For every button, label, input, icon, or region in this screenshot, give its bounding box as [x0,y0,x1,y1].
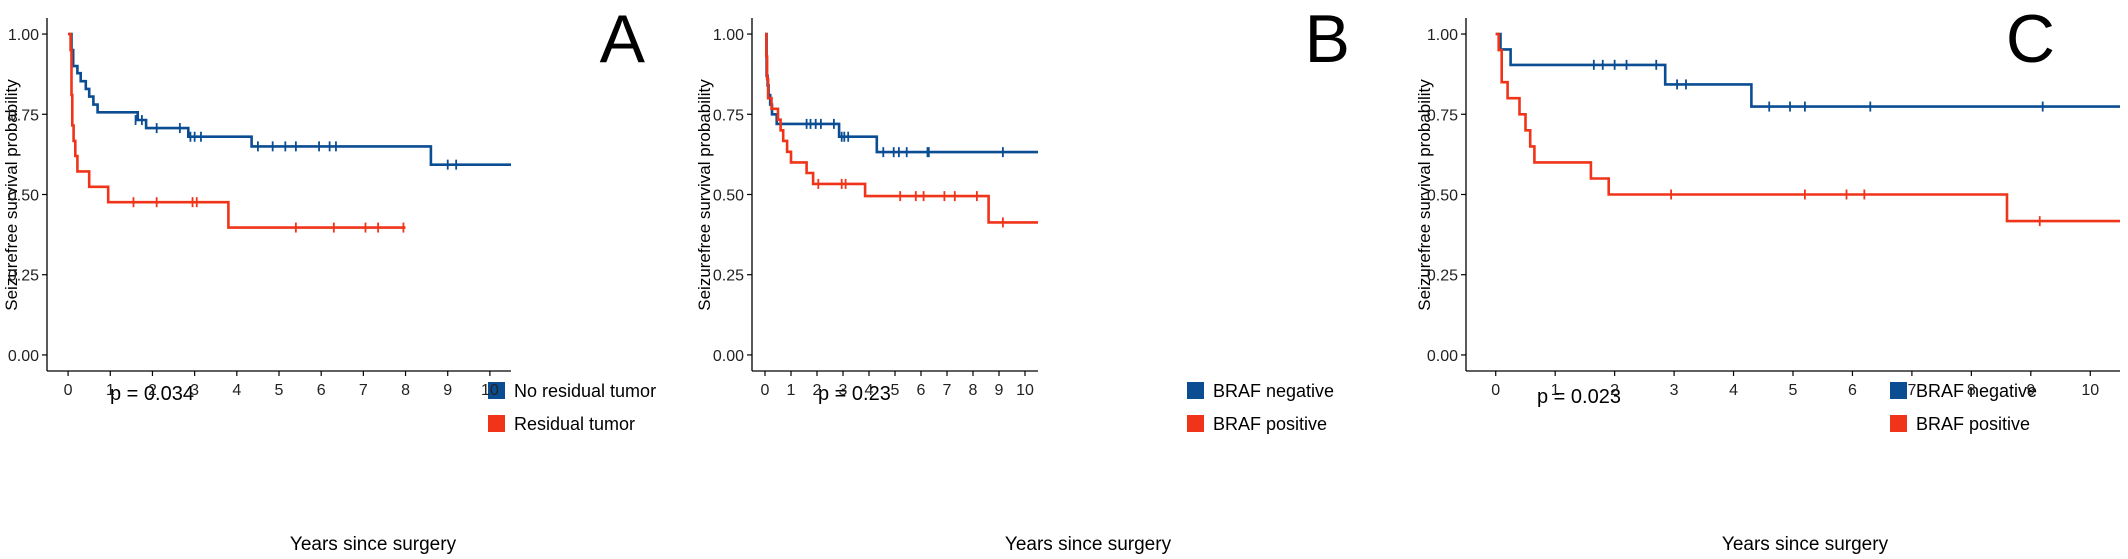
panel-c-y-tick-label: 0.75 [1427,107,1458,124]
panel-c-x-tick-label: 0 [1491,382,1500,399]
panel-b-x-tick-label: 3 [839,382,848,399]
panel-c-x-tick-label: 1 [1551,382,1560,399]
panel-b: B Seizurefree survival probability Years… [695,1,1350,555]
panel-b-legend-key-1 [1187,382,1204,399]
panel-b-x-tick-label: 7 [943,382,952,399]
panel-a-x-tick-label: 5 [275,382,284,399]
panel-c-x-tick-label: 3 [1670,382,1679,399]
panel-a-legend-label-1: No residual tumor [514,381,656,401]
panel-a-y-tick-label: 0.75 [8,107,39,124]
panel-b-legend-key-2 [1187,415,1204,432]
panel-a-legend-key-1 [488,382,505,399]
panel-a-x-tick-label: 4 [232,382,241,399]
panel-b-x-tick-label: 4 [865,382,874,399]
panel-a-x-tick-label: 6 [317,382,326,399]
panel-c-legend-key-2 [1890,415,1907,432]
panel-a-x-tick-label: 2 [148,382,157,399]
panel-a-y-tick-label: 0.25 [8,268,39,285]
panel-b-series-2-curve [765,32,1038,224]
panel-b-y-tick-label: 0.50 [713,188,744,205]
panel-c-x-tick-label: 10 [2081,382,2099,399]
panel-a-x-tick-label: 3 [190,382,199,399]
panel-c-x-tick-label: 8 [1967,382,1976,399]
panel-a-x-tick-label: 9 [443,382,452,399]
panel-a-x-tick-label: 1 [106,382,115,399]
panel-b-x-tick-label: 2 [813,382,822,399]
panel-c-y-tick-label: 0.25 [1427,268,1458,285]
panel-b-legend-label-1: BRAF negative [1213,381,1334,401]
panel-a-series-1-curve [68,32,511,166]
panel-c-legend-label-1: BRAF negative [1916,381,2037,401]
panel-b-y-tick-label: 0.25 [713,268,744,285]
panel-a-ylabel: Seizurefree survival probability [2,79,21,311]
panel-a-legend-label-2: Residual tumor [514,414,635,434]
panel-b-plot: 0.00 0.25 0.50 0.75 1.00 0 1 2 3 4 5 6 7 8 9 10 [713,18,1038,399]
panel-c-legend-label-2: BRAF positive [1916,414,2030,434]
panel-c-x-tick-label: 6 [1848,382,1857,399]
panel-c-series-2-curve [1495,32,2120,223]
panel-a-y-tick-label: 1.00 [8,27,39,44]
panel-a-x-tick-label: 8 [401,382,410,399]
panel-a-legend-key-2 [488,415,505,432]
panel-b-y-tick-label: 0.00 [713,348,744,365]
panel-c-x-tick-label: 4 [1729,382,1738,399]
panel-b-x-tick-label: 8 [969,382,978,399]
panel-a-y-tick-label: 0.00 [8,348,39,365]
panel-b-pvalue: p = 0.23 [818,383,891,405]
panel-b-x-tick-label: 9 [995,382,1004,399]
panel-a-x-tick-label: 0 [64,382,73,399]
panel-a-label: A [600,1,646,77]
panel-b-legend-label-2: BRAF positive [1213,414,1327,434]
panel-b-series-1-curve [765,32,1038,154]
panel-b-ylabel: Seizurefree survival probability [695,79,714,311]
panel-b-label: B [1305,1,1350,77]
panel-b-x-tick-label: 6 [917,382,926,399]
panel-c-x-tick-label: 9 [2026,382,2035,399]
panel-b-y-tick-label: 0.75 [713,107,744,124]
panel-b-x-tick-label: 10 [1016,382,1034,399]
panel-a-pvalue: p = 0.034 [110,383,194,405]
panel-c-x-tick-label: 2 [1610,382,1619,399]
panel-a-x-tick-label: 7 [359,382,368,399]
panel-a-x-tick-label: 10 [481,382,499,399]
panel-c-xlabel: Years since surgery [1722,534,1889,555]
panel-c-label: C [2006,1,2055,77]
panel-c-ylabel: Seizurefree survival probability [1415,79,1434,311]
panel-a-plot: 0.00 0.25 0.50 0.75 1.00 0 1 2 3 4 5 6 7 8 9 10 [8,18,511,399]
panel-c: C Seizurefree survival probability Years… [1415,1,2055,555]
panel-c-y-tick-label: 0.50 [1427,188,1458,205]
panel-c-pvalue: p = 0.023 [1537,386,1621,408]
panel-c-legend-key-1 [1890,382,1907,399]
panel-b-x-tick-label: 1 [787,382,796,399]
panel-b-x-tick-label: 5 [891,382,900,399]
panel-c-x-tick-label: 5 [1789,382,1798,399]
panel-c-x-tick-label: 7 [1907,382,1916,399]
panel-a-series-2-curve [68,32,406,229]
panel-a: A Seizurefree survival probability Years… [2,1,656,555]
panel-a-y-tick-label: 0.50 [8,188,39,205]
panel-c-y-tick-label: 1.00 [1427,27,1458,44]
panel-b-xlabel: Years since surgery [1005,534,1172,555]
panel-a-xlabel: Years since surgery [290,534,457,555]
panel-b-x-tick-label: 0 [761,382,770,399]
panel-b-y-tick-label: 1.00 [713,27,744,44]
panel-c-series-1-curve [1495,32,2120,108]
panel-c-plot: 0.00 0.25 0.50 0.75 1.00 0 1 2 3 4 5 6 7 8 9 10 [1427,18,2120,399]
panel-c-y-tick-label: 0.00 [1427,348,1458,365]
